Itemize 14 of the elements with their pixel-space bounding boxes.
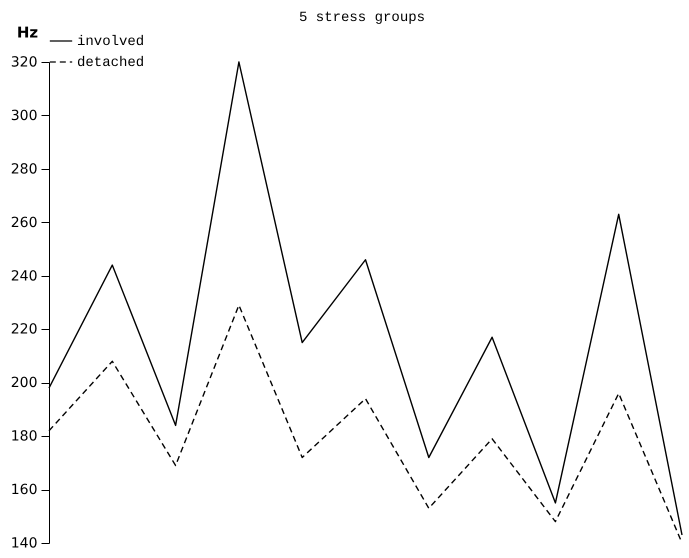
legend-label: detached (77, 55, 144, 71)
y-tick-label: 240 (10, 268, 38, 284)
legend-label: involved (77, 34, 144, 50)
y-tick-label: 140 (10, 536, 38, 552)
y-tick-label: 260 (10, 214, 38, 231)
text: 5 stress groups (299, 10, 426, 26)
y-tick-label: 280 (10, 161, 38, 178)
y-tick-label: 180 (10, 428, 38, 445)
y-tick-label: 300 (10, 108, 38, 124)
y-tick-label: 200 (10, 375, 38, 392)
y-axis-title: Hz (16, 24, 38, 42)
y-tick-label: 220 (10, 322, 38, 338)
y-tick-label: 160 (10, 482, 38, 498)
y-tick-label: 320 (10, 54, 38, 70)
